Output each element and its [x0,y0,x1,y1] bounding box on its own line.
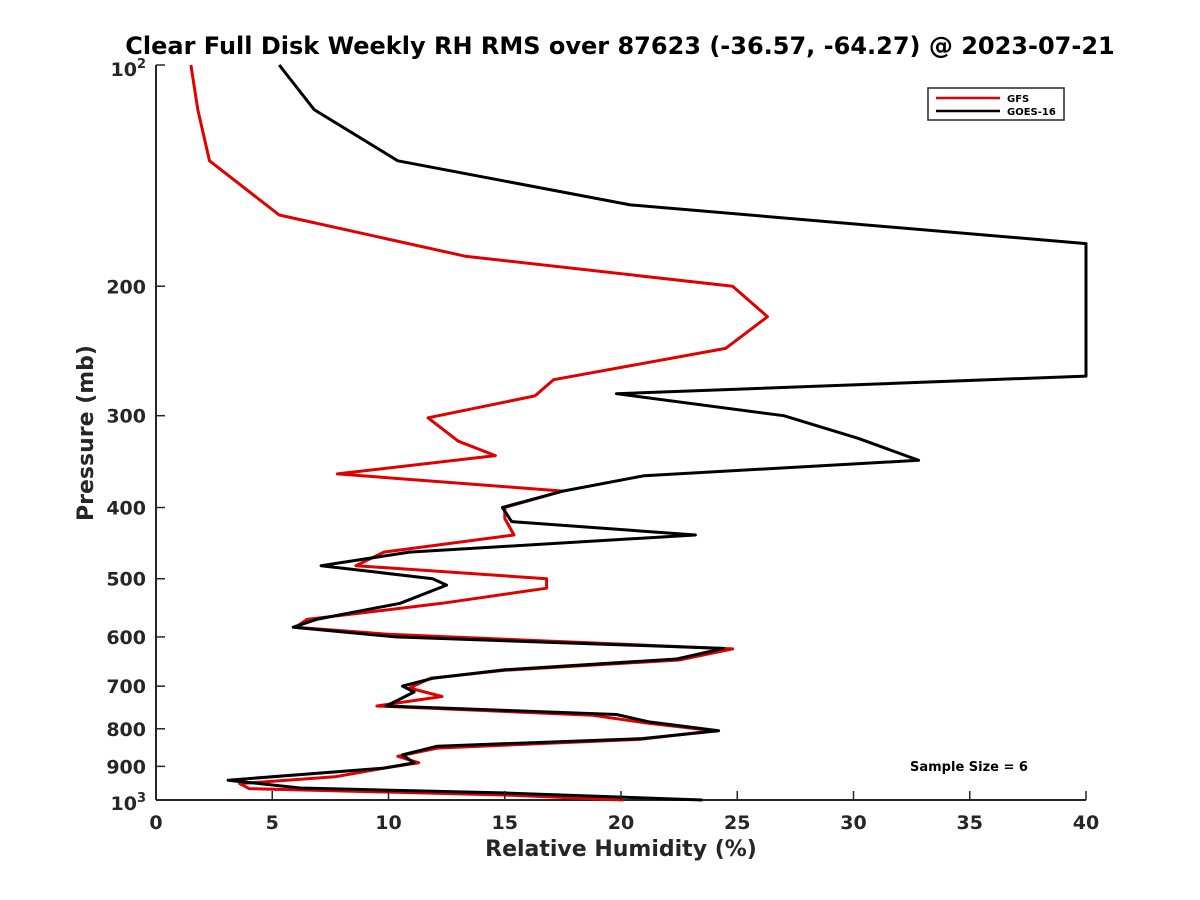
x-tick-label: 30 [840,812,866,834]
y-tick-label: 900 [106,756,146,778]
y-axis-ticks: 200 300 400 500 600 700 800 900 [106,64,165,801]
x-tick-label: 40 [1073,812,1099,834]
x-tick-label: 5 [266,812,279,834]
y-tick-label: 300 [106,406,146,428]
y-axis-label: Pressure (mb) [74,345,99,521]
legend: GFS GOES-16 [927,87,1065,121]
x-tick-label: 15 [492,812,518,834]
x-axis-label: Relative Humidity (%) [485,837,757,862]
legend-label-gfs: GFS [1007,94,1029,105]
x-axis-ticks: 0 5 10 15 20 25 30 35 40 [149,791,1099,834]
y-tick-label: 200 [106,276,146,298]
y-tick-label-top: 102 [111,57,147,81]
series-layer [189,64,1088,802]
y-tick-label-bottom: 103 [111,791,147,815]
y-tick-label: 700 [106,676,146,698]
legend-label-goes16: GOES-16 [1007,107,1056,118]
y-tick-label: 400 [106,498,146,520]
x-tick-label: 35 [957,812,983,834]
legend-box [927,87,1065,121]
x-tick-label: 10 [375,812,401,834]
plot-area [155,65,1086,801]
x-tick-label: 0 [149,812,162,834]
series-line-goes16 [226,64,1088,802]
y-tick-label: 500 [106,569,146,591]
x-tick-label: 25 [724,812,750,834]
y-tick-label: 600 [106,627,146,649]
x-tick-label: 20 [608,812,634,834]
chart-title: Clear Full Disk Weekly RH RMS over 87623… [125,32,1114,60]
sample-size-annotation: Sample Size = 6 [910,760,1028,775]
y-tick-label: 800 [106,719,146,741]
